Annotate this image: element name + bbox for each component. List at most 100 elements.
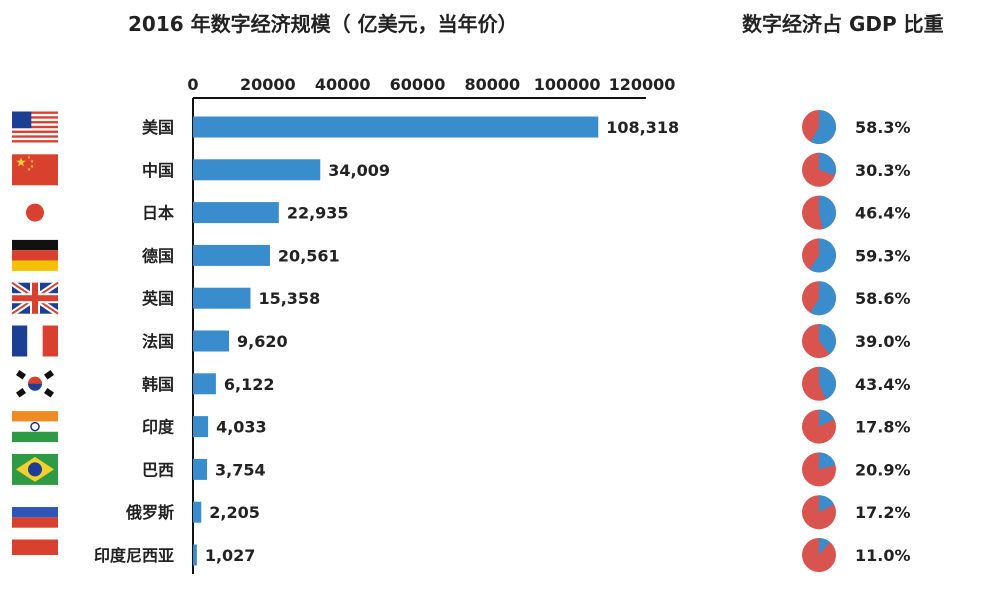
flag-cross [12,295,58,302]
pie-share-slice [819,452,836,470]
flag-star [30,159,34,163]
pie-chart [802,281,836,316]
bar [193,287,251,309]
flag-star [27,167,31,171]
flag-stripe [12,116,58,119]
flag-stripe [12,121,58,124]
pie-column-title: 数字经济占 GDP 比重 [742,12,944,36]
pie-chart [802,195,836,230]
x-tick-label: 20000 [240,75,296,94]
flag-field [12,154,58,186]
flag-star [27,155,31,159]
bar [193,159,321,181]
category-label: 日本 [142,204,174,223]
pie-percent-label: 43.4% [855,375,911,394]
flag-star [16,157,26,167]
x-tick-label: 100000 [534,75,601,94]
usa-flag-icon [12,111,58,143]
x-tick-label: 60000 [390,75,446,94]
india-flag-icon [12,411,58,443]
flag-trigram [44,388,54,398]
pie-percent-label: 20.9% [855,460,911,479]
flag-stripe [12,325,28,357]
pies-layer: 58.3% 30.3% 46.4% 59.3% 58.6% 39.0% 43.4% 17.8%… [802,110,911,572]
bar-value-label: 1,027 [205,546,256,565]
flag-stripe [12,507,58,518]
flag-taegeuk [28,376,42,384]
pie-share-slice [810,110,836,144]
category-label: 中国 [142,161,174,180]
flag-globe [28,462,42,477]
pie-share-slice [819,366,837,400]
flags-layer [10,111,60,571]
pie-share-slice [819,152,837,176]
bar [193,202,279,224]
japan-flag-icon [12,197,58,229]
pie-share-slice [819,195,836,230]
axis-layer: 0 20000 40000 60000 80000 100000 120000 [187,75,675,574]
pie-share-slice [819,538,830,555]
pie-share-slice [819,495,834,513]
pie-chart [802,324,836,358]
pie-chart [802,538,836,572]
pie-percent-label: 17.8% [855,418,911,437]
uk-flag-icon [10,280,60,317]
bar-value-label: 20,561 [278,246,340,265]
flag-stripe [12,130,58,133]
x-tick-label: 120000 [609,75,676,94]
china-flag-icon [12,154,58,186]
pie-share-slice [819,324,836,355]
flag-trigram [44,370,54,380]
flag-stripe [12,125,58,129]
flag-stripe [12,111,58,114]
flag-stripe [12,517,58,528]
flag-stripe [12,421,58,432]
pie-percent-label: 58.6% [855,289,911,308]
x-tick-label: 80000 [464,75,520,94]
pie-chart [802,238,837,273]
flag-stripe [12,555,58,571]
bar-value-label: 9,620 [237,332,288,351]
pie-percent-label: 30.3% [855,161,911,180]
flag-chakra [30,421,40,432]
bar-value-label: 3,754 [215,460,266,479]
bar [193,373,216,395]
bar [193,416,209,438]
pie-share-slice [819,409,835,427]
pie-chart [802,152,837,187]
flag-stripe [27,325,43,357]
bar-chart-title: 2016 年数字经济规模（ 亿美元，当年价） [128,12,518,36]
category-label: 印度 [142,418,175,437]
pie-chart [802,110,836,144]
bar-value-label: 2,205 [209,503,260,522]
category-label: 德国 [142,246,174,265]
flag-stripe [12,140,58,143]
bar [193,116,599,138]
bar-value-label: 34,009 [328,161,390,180]
flag-stripe [12,135,58,138]
bar-value-label: 6,122 [224,375,275,394]
flag-stripe [12,411,58,422]
pie-percent-label: 11.0% [855,546,911,565]
pie-percent-label: 58.3% [855,118,911,137]
flag-stripe [12,239,58,251]
x-tick-label: 0 [187,75,198,94]
france-flag-icon [12,325,58,357]
bar [193,458,208,480]
category-label: 印度尼西亚 [94,546,174,565]
category-label: 俄罗斯 [125,503,174,522]
category-label: 美国 [142,118,174,137]
flag-star [30,164,34,168]
flag-stripe [12,260,58,271]
flag-stripe [12,431,58,443]
bar [193,244,270,266]
pie-share-slice [809,238,837,273]
x-tick-label: 40000 [315,75,371,94]
pie-chart [802,452,836,487]
pie-percent-label: 59.3% [855,246,911,265]
germany-flag-icon [12,239,58,271]
bar-value-label: 15,358 [258,289,320,308]
flag-stripe [12,250,58,261]
bar-value-label: 22,935 [287,204,349,223]
pie-chart [802,495,836,530]
